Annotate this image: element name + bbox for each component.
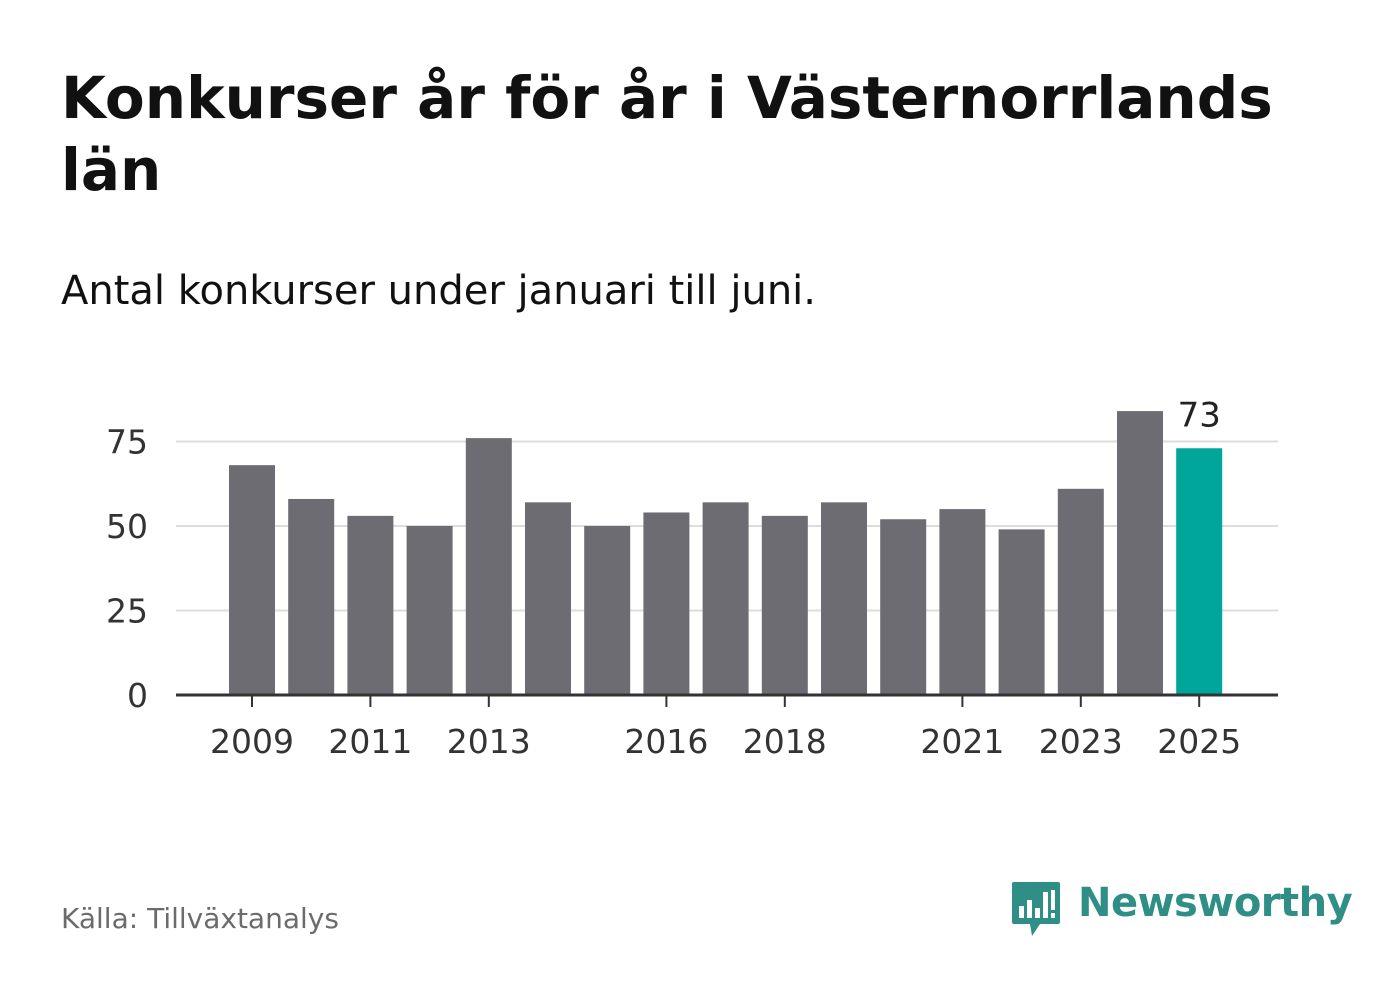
- x-tick-label-2016: 2016: [624, 722, 708, 761]
- bar-2022: [998, 529, 1045, 695]
- bar-2017: [702, 502, 749, 695]
- bar-2023: [1057, 488, 1104, 695]
- labels: 0 25 50 75 2009 2011 2013 2016 2018 2021 2023 2025 7…: [106, 395, 1241, 761]
- bar-2025: [1176, 448, 1223, 695]
- bar-2019: [821, 502, 867, 695]
- bar-2013: [465, 438, 512, 695]
- y-tick-label-0: 0: [127, 676, 148, 715]
- x-tick-label-2013: 2013: [447, 722, 531, 761]
- y-tick-label-75: 75: [106, 423, 148, 462]
- x-tick-label-2023: 2023: [1039, 722, 1123, 761]
- x-tick-label-2009: 2009: [210, 722, 294, 761]
- data-label-2025: 73: [1178, 395, 1221, 435]
- bar-2015: [584, 526, 631, 695]
- y-tick-label-25: 25: [106, 592, 148, 631]
- bar-2020: [880, 519, 927, 695]
- brand-name: Newsworthy: [1078, 880, 1353, 926]
- bar-2016: [643, 512, 690, 695]
- x-tick-label-2025: 2025: [1157, 722, 1241, 761]
- source-note: Källa: Tillväxtanalys: [61, 902, 339, 935]
- x-tick-label-2018: 2018: [743, 722, 827, 761]
- bar-2024: [1117, 411, 1163, 695]
- bars: [229, 411, 1223, 695]
- bar-2011: [347, 515, 394, 695]
- x-tick-label-2021: 2021: [920, 722, 1004, 761]
- bar-2021: [939, 509, 986, 695]
- chart-title: Konkurser år för år i Västernorrlands lä…: [61, 64, 1273, 204]
- axes: [176, 693, 1278, 707]
- y-tick-label-50: 50: [106, 507, 148, 546]
- bar-2012: [406, 526, 453, 695]
- bar-2010: [288, 498, 335, 695]
- x-tick-label-2011: 2011: [328, 722, 412, 761]
- bar-2009: [229, 465, 275, 695]
- bar-chart-speech-bubble-icon: [1012, 882, 1060, 936]
- bar-2014: [525, 502, 571, 695]
- bar-chart: 0 25 50 75 2009 2011 2013 2016 2018 2021 2023 2025 7…: [106, 395, 1278, 761]
- chart-subtitle: Antal konkurser under januari till juni.: [61, 268, 816, 314]
- bar-2018: [761, 515, 808, 695]
- newsworthy-logo: Newsworthy: [1010, 878, 1353, 942]
